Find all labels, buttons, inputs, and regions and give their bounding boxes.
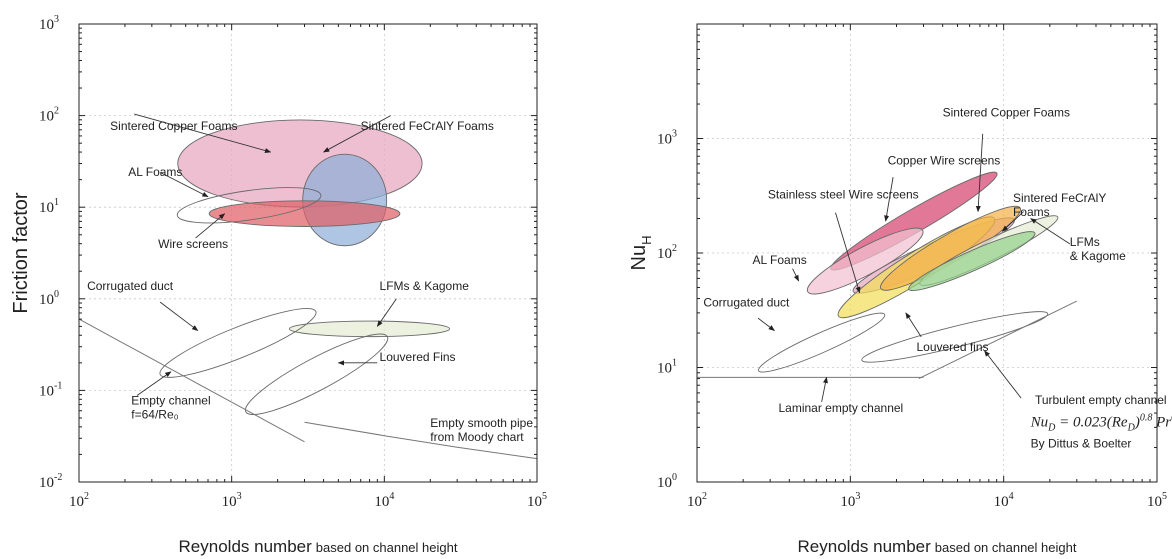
chart-1: Sintered Copper Foams Sintered FeCrAlY Fo… bbox=[10, 14, 547, 556]
annotation-label: from Moody chart bbox=[430, 430, 524, 444]
annotation-arrow bbox=[376, 298, 397, 327]
annotation-arrow bbox=[134, 113, 272, 153]
annotation-label: Louvered Fins bbox=[380, 350, 456, 364]
y-tick-label: 101 bbox=[39, 197, 59, 216]
gridlines bbox=[79, 24, 537, 482]
y-tick-label: 101 bbox=[657, 358, 677, 377]
y-axis-label: Friction factor bbox=[10, 192, 32, 313]
annotation-label: AL Foams bbox=[752, 253, 806, 267]
annotation-label: Wire screens bbox=[158, 237, 228, 251]
annotation-arrow bbox=[1030, 218, 1071, 245]
x-tick-label: 104 bbox=[994, 491, 1014, 510]
region-al-foams bbox=[176, 187, 322, 224]
line-turbulent-empty-channel bbox=[918, 300, 1078, 380]
axis-ticks bbox=[78, 24, 538, 483]
region-lfms-kagome bbox=[288, 320, 451, 338]
annotation-arrow bbox=[884, 177, 894, 222]
region-lfms bbox=[908, 231, 1036, 291]
annotation-arrow bbox=[159, 301, 199, 331]
tick-labels: 102 103 104 105 10-2 10-1 100 101 102 103 bbox=[39, 14, 547, 510]
annotation-label: AL Foams bbox=[128, 165, 182, 179]
line-empty-smooth-pipe-from-moody-chart bbox=[304, 421, 538, 460]
annotation-arrow bbox=[757, 317, 775, 331]
x-tick-label: 104 bbox=[374, 491, 394, 510]
region-louvered-fins bbox=[861, 311, 1049, 363]
reference-lines bbox=[78, 318, 538, 460]
chart-2: Sintered Copper Foams Copper Wire screens… bbox=[628, 23, 1172, 556]
annotation-label: Copper Wire screens bbox=[888, 154, 1001, 168]
regions bbox=[159, 119, 451, 415]
x-tick-label: 105 bbox=[527, 491, 547, 510]
x-tick-label: 103 bbox=[840, 491, 860, 510]
annotation-arrow bbox=[1001, 211, 1024, 232]
plot-frame bbox=[78, 23, 538, 483]
annotation-label: Corrugated duct bbox=[703, 296, 790, 310]
x-axis-label: Reynolds number based on channel height bbox=[798, 537, 1077, 556]
annotation-label: Stainless steel Wire screens bbox=[768, 187, 919, 201]
x-tick-label: 105 bbox=[1147, 491, 1167, 510]
annotation-arrow bbox=[792, 268, 800, 282]
y-tick-label: 103 bbox=[39, 14, 59, 33]
region-sintered-fecraly-foams bbox=[302, 153, 388, 247]
annotation-arrow bbox=[821, 376, 828, 403]
annotation-arrow bbox=[975, 133, 984, 213]
annotation-label: LFMs & Kagome bbox=[380, 279, 470, 293]
annotation-arrow bbox=[159, 171, 209, 198]
region-corrugated-duct bbox=[159, 308, 317, 378]
annotation-label: Empty smooth pipe bbox=[430, 416, 533, 430]
annotation-arrow bbox=[195, 213, 226, 239]
annotation-label: Sintered FeCrAlY Foams bbox=[361, 119, 494, 133]
annotations: Sintered Copper Foams Copper Wire screens… bbox=[703, 106, 1172, 451]
regions bbox=[758, 171, 1059, 373]
y-axis-label: NuH bbox=[628, 236, 654, 271]
annotation-label: Laminar empty channel bbox=[778, 401, 903, 415]
x-axis-label: Reynolds number based on channel height bbox=[179, 537, 458, 556]
y-tick-label: 100 bbox=[657, 472, 677, 491]
region-wire-screens bbox=[208, 200, 401, 227]
y-tick-label: 10-2 bbox=[39, 472, 62, 491]
region-corrugated-duct bbox=[758, 312, 886, 373]
annotation-label: Louvered fins bbox=[916, 340, 988, 354]
annotation-arrow bbox=[136, 371, 172, 396]
annotation-label: Sintered FeCrAlY bbox=[1013, 191, 1106, 205]
region-louvered-fins bbox=[244, 333, 389, 415]
x-tick-label: 102 bbox=[687, 491, 707, 510]
annotation-arrow bbox=[323, 115, 391, 153]
annotation-arrow bbox=[905, 312, 922, 338]
reference-lines bbox=[697, 300, 1078, 380]
line-empty-channel-f-64-re bbox=[78, 318, 305, 443]
y-tick-label: 102 bbox=[657, 243, 677, 262]
annotation-label: Sintered Copper Foams bbox=[110, 119, 237, 133]
y-tick-label: 10-1 bbox=[39, 380, 62, 399]
annotation-label: & Kagome bbox=[1070, 249, 1126, 263]
x-tick-label: 103 bbox=[222, 491, 242, 510]
y-tick-label: 102 bbox=[39, 106, 59, 125]
annotation-label: Sintered Copper Foams bbox=[943, 106, 1070, 120]
annotations: Sintered Copper Foams Sintered FeCrAlY Fo… bbox=[87, 113, 533, 444]
annotation-label: By Dittus & Boelter bbox=[1031, 437, 1132, 451]
annotation-label: f=64/Re₀ bbox=[131, 408, 178, 422]
region-al-foams bbox=[806, 227, 924, 295]
annotation-label: Turbulent empty channel bbox=[1035, 393, 1167, 407]
y-tick-label: 103 bbox=[657, 129, 677, 148]
annotation-label: Empty channel bbox=[131, 394, 210, 408]
y-tick-label: 100 bbox=[39, 289, 59, 308]
axis-ticks bbox=[696, 24, 1158, 483]
annotation-arrow bbox=[984, 350, 1022, 399]
annotation-label: Corrugated duct bbox=[87, 279, 174, 293]
annotation-label: LFMs bbox=[1070, 235, 1100, 249]
formula-dittus-boelter: NuD = 0.023(ReD)0.8 Pr0.4 bbox=[1030, 413, 1172, 434]
annotation-arrow bbox=[835, 212, 861, 294]
annotation-label: Foams bbox=[1013, 205, 1050, 219]
x-tick-label: 102 bbox=[69, 491, 89, 510]
tick-labels: 102 103 104 105 100 101 102 103 bbox=[657, 129, 1167, 511]
